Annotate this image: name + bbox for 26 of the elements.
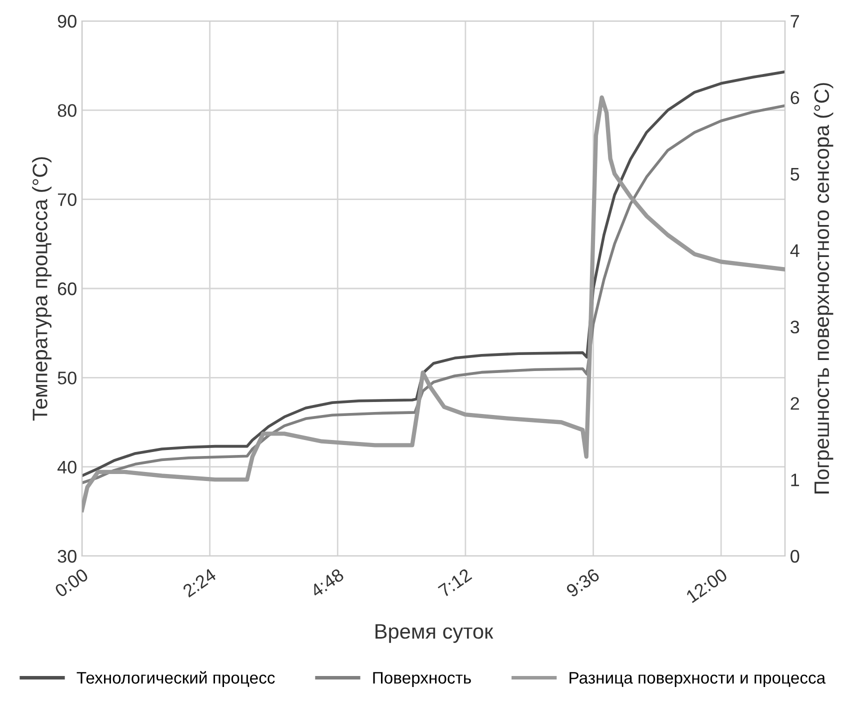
x-tick-label: 9:36 [565,568,600,598]
y2-tick-label: 2 [790,397,799,410]
x-tick-label: 7:12 [438,568,472,598]
y2-tick-label: 6 [790,91,800,104]
x-axis-title: Время суток [376,624,494,643]
y2-tick-label: 7 [790,15,799,28]
y-tick-label: 30 [58,550,76,563]
y-tick-label: 40 [57,460,76,474]
y2-tick-label: 5 [790,168,800,181]
y-axis-title: Температура процесса (°C) [32,157,52,421]
y-tick-label: 90 [58,14,76,28]
x-tick-label: 0:00 [54,568,90,598]
legend-label: Технологический процесс [76,671,275,687]
legend-label: Поверхность [373,672,471,687]
y2-axis-title: Погрешность поверхностного сенсора (°C) [814,83,834,494]
y-tick-label: 80 [58,104,76,117]
y-tick-label: 50 [58,372,76,384]
y2-tick-label: 4 [790,244,800,257]
y2-tick-label: 3 [790,320,800,334]
y2-tick-label: 0 [790,550,800,563]
x-tick-label: 4:48 [309,568,345,598]
legend-label: Разница поверхности и процесса [570,672,826,687]
y2-tick-label: 1 [791,474,800,486]
y-tick-label: 70 [58,193,76,206]
x-tick-label: 2:24 [182,568,217,598]
y-tick-label: 60 [58,282,76,296]
